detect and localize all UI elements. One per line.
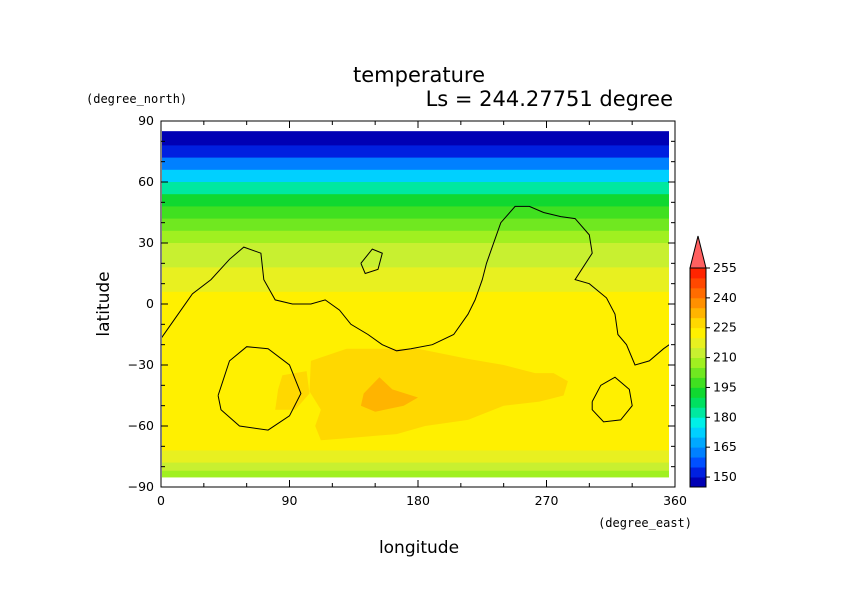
temperature-band (162, 279, 669, 293)
temperature-band (162, 206, 669, 220)
colorbar-segment (690, 287, 706, 299)
y-tick-label: 90 (138, 113, 154, 128)
colorbar-segment (690, 297, 706, 309)
temperature-band (162, 450, 669, 464)
temperature-band (162, 194, 669, 207)
chart-title: temperature (353, 63, 485, 87)
colorbar-segment (690, 268, 706, 279)
contour-line (360, 248, 383, 275)
warm-region (309, 348, 568, 441)
colorbar-segment (690, 407, 706, 418)
y-tick-label: 60 (138, 174, 154, 189)
colorbar-segment (690, 377, 706, 388)
warm-region (360, 377, 418, 412)
y-tick-label: −90 (128, 479, 154, 494)
temperature-band (162, 230, 669, 244)
y-axis-units: (degree_north) (86, 92, 187, 106)
topography-contours (162, 205, 669, 431)
y-tick-label: 0 (146, 296, 154, 311)
colorbar-frame (689, 267, 707, 488)
axis-ticks: 0 90 180 270 360 90 60 30 0 −30 −60 −90 (128, 113, 687, 508)
contour-line (217, 346, 302, 431)
colorbar-segment (690, 397, 706, 408)
temperature-band (162, 243, 669, 256)
colorbar-tick-label: 240 (713, 290, 737, 305)
colorbar-tick-label: 255 (713, 260, 737, 275)
colorbar-tick-label: 165 (713, 439, 737, 454)
colorbar-segment (690, 357, 706, 368)
y-tick-label: −30 (128, 357, 154, 372)
temperature-band (162, 462, 669, 472)
temperature-band (162, 131, 669, 146)
temperature-band (162, 470, 669, 478)
temperature-band (162, 157, 669, 171)
colorbar-segment (690, 317, 706, 329)
y-axis-label: latitude (94, 271, 114, 336)
colorbar-segment (690, 387, 706, 398)
temperature-band (162, 426, 669, 439)
x-axis-label: longitude (379, 538, 459, 558)
contour-line (162, 205, 669, 366)
temperature-band (162, 218, 669, 232)
temperature-band (162, 324, 669, 346)
colorbar-segment (690, 457, 706, 468)
colorbar-segment (690, 437, 706, 448)
chart-subtitle: Ls = 244.27751 degree (426, 87, 673, 111)
x-axis-units: (degree_east) (598, 516, 692, 530)
colorbar-tick-label: 210 (713, 350, 737, 365)
colorbar-tick-label: 150 (713, 469, 737, 484)
colorbar-segment (690, 327, 706, 339)
x-tick-label: 360 (663, 493, 687, 508)
temperature-band (162, 304, 669, 325)
colorbar-segment (690, 477, 706, 488)
y-tick-label: 30 (138, 235, 154, 250)
temperature-band (162, 255, 669, 268)
warm-regions (275, 348, 568, 441)
colorbar-tick-label: 195 (713, 379, 737, 394)
temperature-band (162, 145, 669, 159)
colorbar: 150 165 180 195 210 225 240 255 (689, 235, 737, 488)
x-tick-label: 0 (157, 493, 165, 508)
temperature-band (162, 291, 669, 305)
colorbar-segment (690, 427, 706, 438)
colorbar-segment (690, 367, 706, 378)
colorbar-tick-label: 180 (713, 409, 737, 424)
colorbar-tick-label: 225 (713, 320, 737, 335)
contour-line (591, 376, 633, 423)
colorbar-segment (690, 447, 706, 458)
temperature-band (162, 267, 669, 281)
y-tick-label: −60 (128, 418, 154, 433)
temperature-band (162, 182, 669, 195)
x-tick-label: 180 (406, 493, 430, 508)
colorbar-segment (690, 277, 706, 289)
colorbar-segment (690, 417, 706, 428)
temperature-band (162, 169, 669, 183)
colorbar-segment (690, 347, 706, 358)
temperature-field (162, 131, 669, 478)
colorbar-segment (690, 467, 706, 478)
colorbar-segment (690, 337, 706, 349)
colorbar-extend-arrow (689, 235, 707, 269)
colorbar-segment (690, 307, 706, 319)
x-tick-label: 90 (282, 493, 298, 508)
warm-region (275, 371, 310, 410)
temperature-band (162, 438, 669, 451)
x-tick-label: 270 (535, 493, 559, 508)
